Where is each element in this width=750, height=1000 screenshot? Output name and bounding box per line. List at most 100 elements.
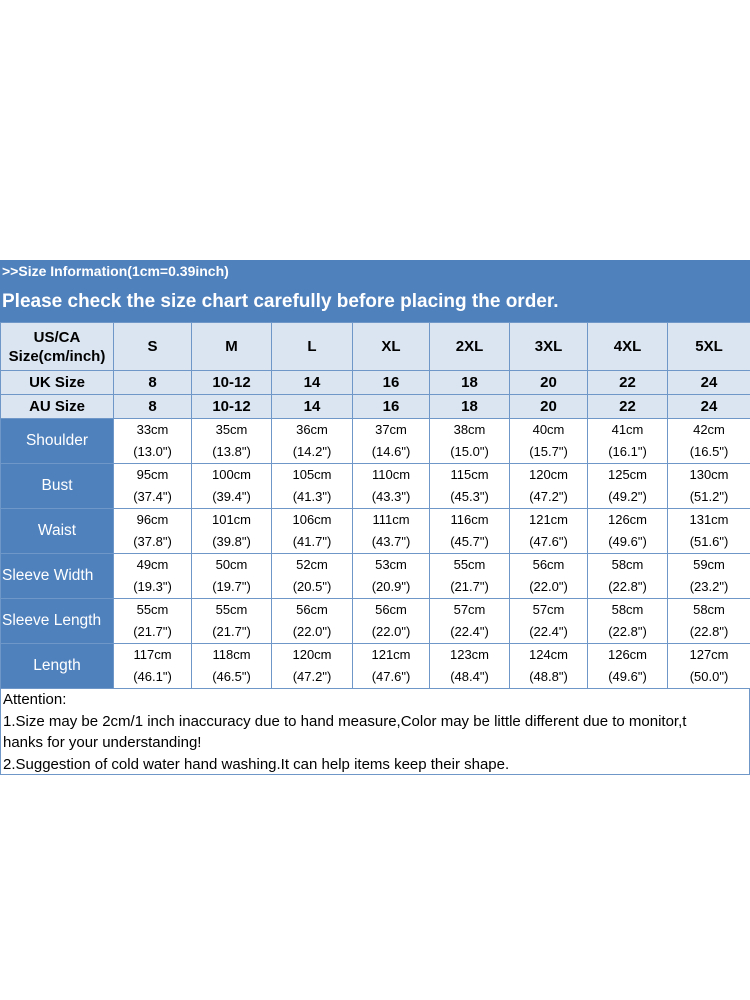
cm-value: 58cm [611, 602, 644, 617]
inch-value: (46.1") [133, 669, 172, 684]
inch-value: (39.4") [212, 489, 251, 504]
measurement-cell: 53cm (20.9") [352, 553, 430, 599]
inch-value: (20.9") [371, 579, 411, 594]
measurement-cell: 120cm (47.2") [509, 463, 588, 509]
cm-value: 55cm [136, 602, 169, 617]
inch-value: (16.5") [689, 444, 729, 459]
cm-value: 117cm [133, 647, 172, 662]
measurement-cell: 120cm (47.2") [271, 643, 353, 689]
attention-line-1b: hanks for your understanding! [3, 734, 202, 751]
cm-value: 59cm [693, 557, 725, 572]
measurement-cell: 106cm (41.7") [271, 508, 353, 554]
uk-size-cell: 8 [113, 370, 192, 395]
measurement-cell: 38cm (15.0") [429, 418, 510, 464]
measurement-label: Shoulder [0, 418, 114, 464]
inch-value: (45.7") [450, 534, 489, 549]
inch-value: (22.0") [371, 624, 411, 639]
au-size-cell: 20 [509, 394, 588, 419]
corner-label-line-1: US/CA [33, 328, 81, 346]
au-size-cell: 16 [352, 394, 430, 419]
measurement-cell: 58cm (22.8") [587, 598, 668, 644]
au-size-cell: 24 [667, 394, 750, 419]
notice-banner: Please check the size chart carefully be… [0, 282, 750, 322]
measurement-row: Length 117cm (46.1") 118cm (46.5") 120cm (47.2… [0, 643, 750, 689]
inch-value: (15.7") [529, 444, 568, 459]
inch-value: (22.8") [608, 624, 647, 639]
measurement-cell: 56cm (22.0") [509, 553, 588, 599]
cm-value: 130cm [689, 467, 729, 482]
measurement-row: Shoulder 33cm (13.0") 35cm (13.8") 36cm (14.2"… [0, 418, 750, 464]
cm-value: 56cm [532, 557, 565, 572]
cm-value: 131cm [689, 512, 729, 527]
inch-value: (22.0") [529, 579, 568, 594]
cm-value: 124cm [528, 647, 569, 662]
cm-value: 41cm [611, 422, 644, 437]
cm-value: 120cm [292, 647, 332, 662]
au-size-label: AU Size [0, 394, 114, 419]
cm-value: 115cm [450, 467, 489, 482]
uk-size-cell: 20 [509, 370, 588, 395]
inch-value: (51.6") [689, 534, 729, 549]
cm-value: 101cm [211, 512, 252, 527]
inch-value: (39.8") [212, 534, 251, 549]
inch-value: (43.3") [371, 489, 411, 504]
measurement-cell: 127cm (50.0") [667, 643, 750, 689]
size-chart: >>Size Information(1cm=0.39inch) Please … [0, 260, 750, 775]
inch-value: (22.4") [450, 624, 489, 639]
inch-value: (49.6") [608, 534, 647, 549]
measurement-row: Sleeve Width 49cm (19.3") 50cm (19.7") 52cm (2… [0, 553, 750, 599]
inch-value: (43.7") [371, 534, 411, 549]
cm-value: 126cm [607, 647, 648, 662]
uk-size-cell: 16 [352, 370, 430, 395]
cm-value: 116cm [450, 512, 489, 527]
uk-size-cell: 14 [271, 370, 353, 395]
inch-value: (22.8") [689, 624, 729, 639]
inch-value: (22.0") [292, 624, 332, 639]
cm-value: 56cm [375, 602, 407, 617]
size-header-cell: XL [352, 322, 430, 371]
uk-size-label: UK Size [0, 370, 114, 395]
measurement-cell: 41cm (16.1") [587, 418, 668, 464]
uk-size-row: UK Size 8 10-12 14 16 18 20 22 24 [0, 370, 750, 395]
measurement-cell: 105cm (41.3") [271, 463, 353, 509]
measurement-cell: 95cm (37.4") [113, 463, 192, 509]
measurement-cell: 111cm (43.7") [352, 508, 430, 554]
attention-title: Attention: [3, 691, 67, 708]
inch-value: (49.2") [608, 489, 647, 504]
measurement-cell: 52cm (20.5") [271, 553, 353, 599]
inch-value: (51.2") [689, 489, 729, 504]
inch-value: (14.2") [292, 444, 332, 459]
measurement-cell: 118cm (46.5") [191, 643, 272, 689]
inch-value: (47.6") [529, 534, 568, 549]
inch-value: (21.7") [450, 579, 489, 594]
au-size-cell: 8 [113, 394, 192, 419]
size-header-cell: 2XL [429, 322, 510, 371]
inch-value: (47.2") [529, 489, 568, 504]
measurement-cell: 57cm (22.4") [509, 598, 588, 644]
au-size-cell: 22 [587, 394, 668, 419]
au-size-row: AU Size 8 10-12 14 16 18 20 22 24 [0, 394, 750, 419]
measurement-cell: 110cm (43.3") [352, 463, 430, 509]
corner-label-line-2: Size(cm/inch) [8, 347, 106, 365]
size-header-cell: L [271, 322, 353, 371]
inch-value: (14.6") [371, 444, 411, 459]
measurement-cell: 55cm (21.7") [429, 553, 510, 599]
inch-value: (20.5") [292, 579, 332, 594]
cm-value: 121cm [528, 512, 569, 527]
measurement-cell: 55cm (21.7") [191, 598, 272, 644]
cm-value: 36cm [296, 422, 328, 437]
cm-value: 58cm [693, 602, 725, 617]
cm-value: 57cm [453, 602, 486, 617]
measurement-cell: 36cm (14.2") [271, 418, 353, 464]
inch-value: (37.4") [133, 489, 172, 504]
size-header-cell: M [191, 322, 272, 371]
cm-value: 110cm [371, 467, 411, 482]
inch-value: (37.8") [133, 534, 172, 549]
inch-value: (41.3") [292, 489, 332, 504]
inch-value: (13.8") [212, 444, 251, 459]
measurement-cell: 59cm (23.2") [667, 553, 750, 599]
measurement-cell: 57cm (22.4") [429, 598, 510, 644]
measurement-cell: 115cm (45.3") [429, 463, 510, 509]
cm-value: 49cm [136, 557, 169, 572]
corner-label: US/CA Size(cm/inch) [0, 322, 114, 371]
